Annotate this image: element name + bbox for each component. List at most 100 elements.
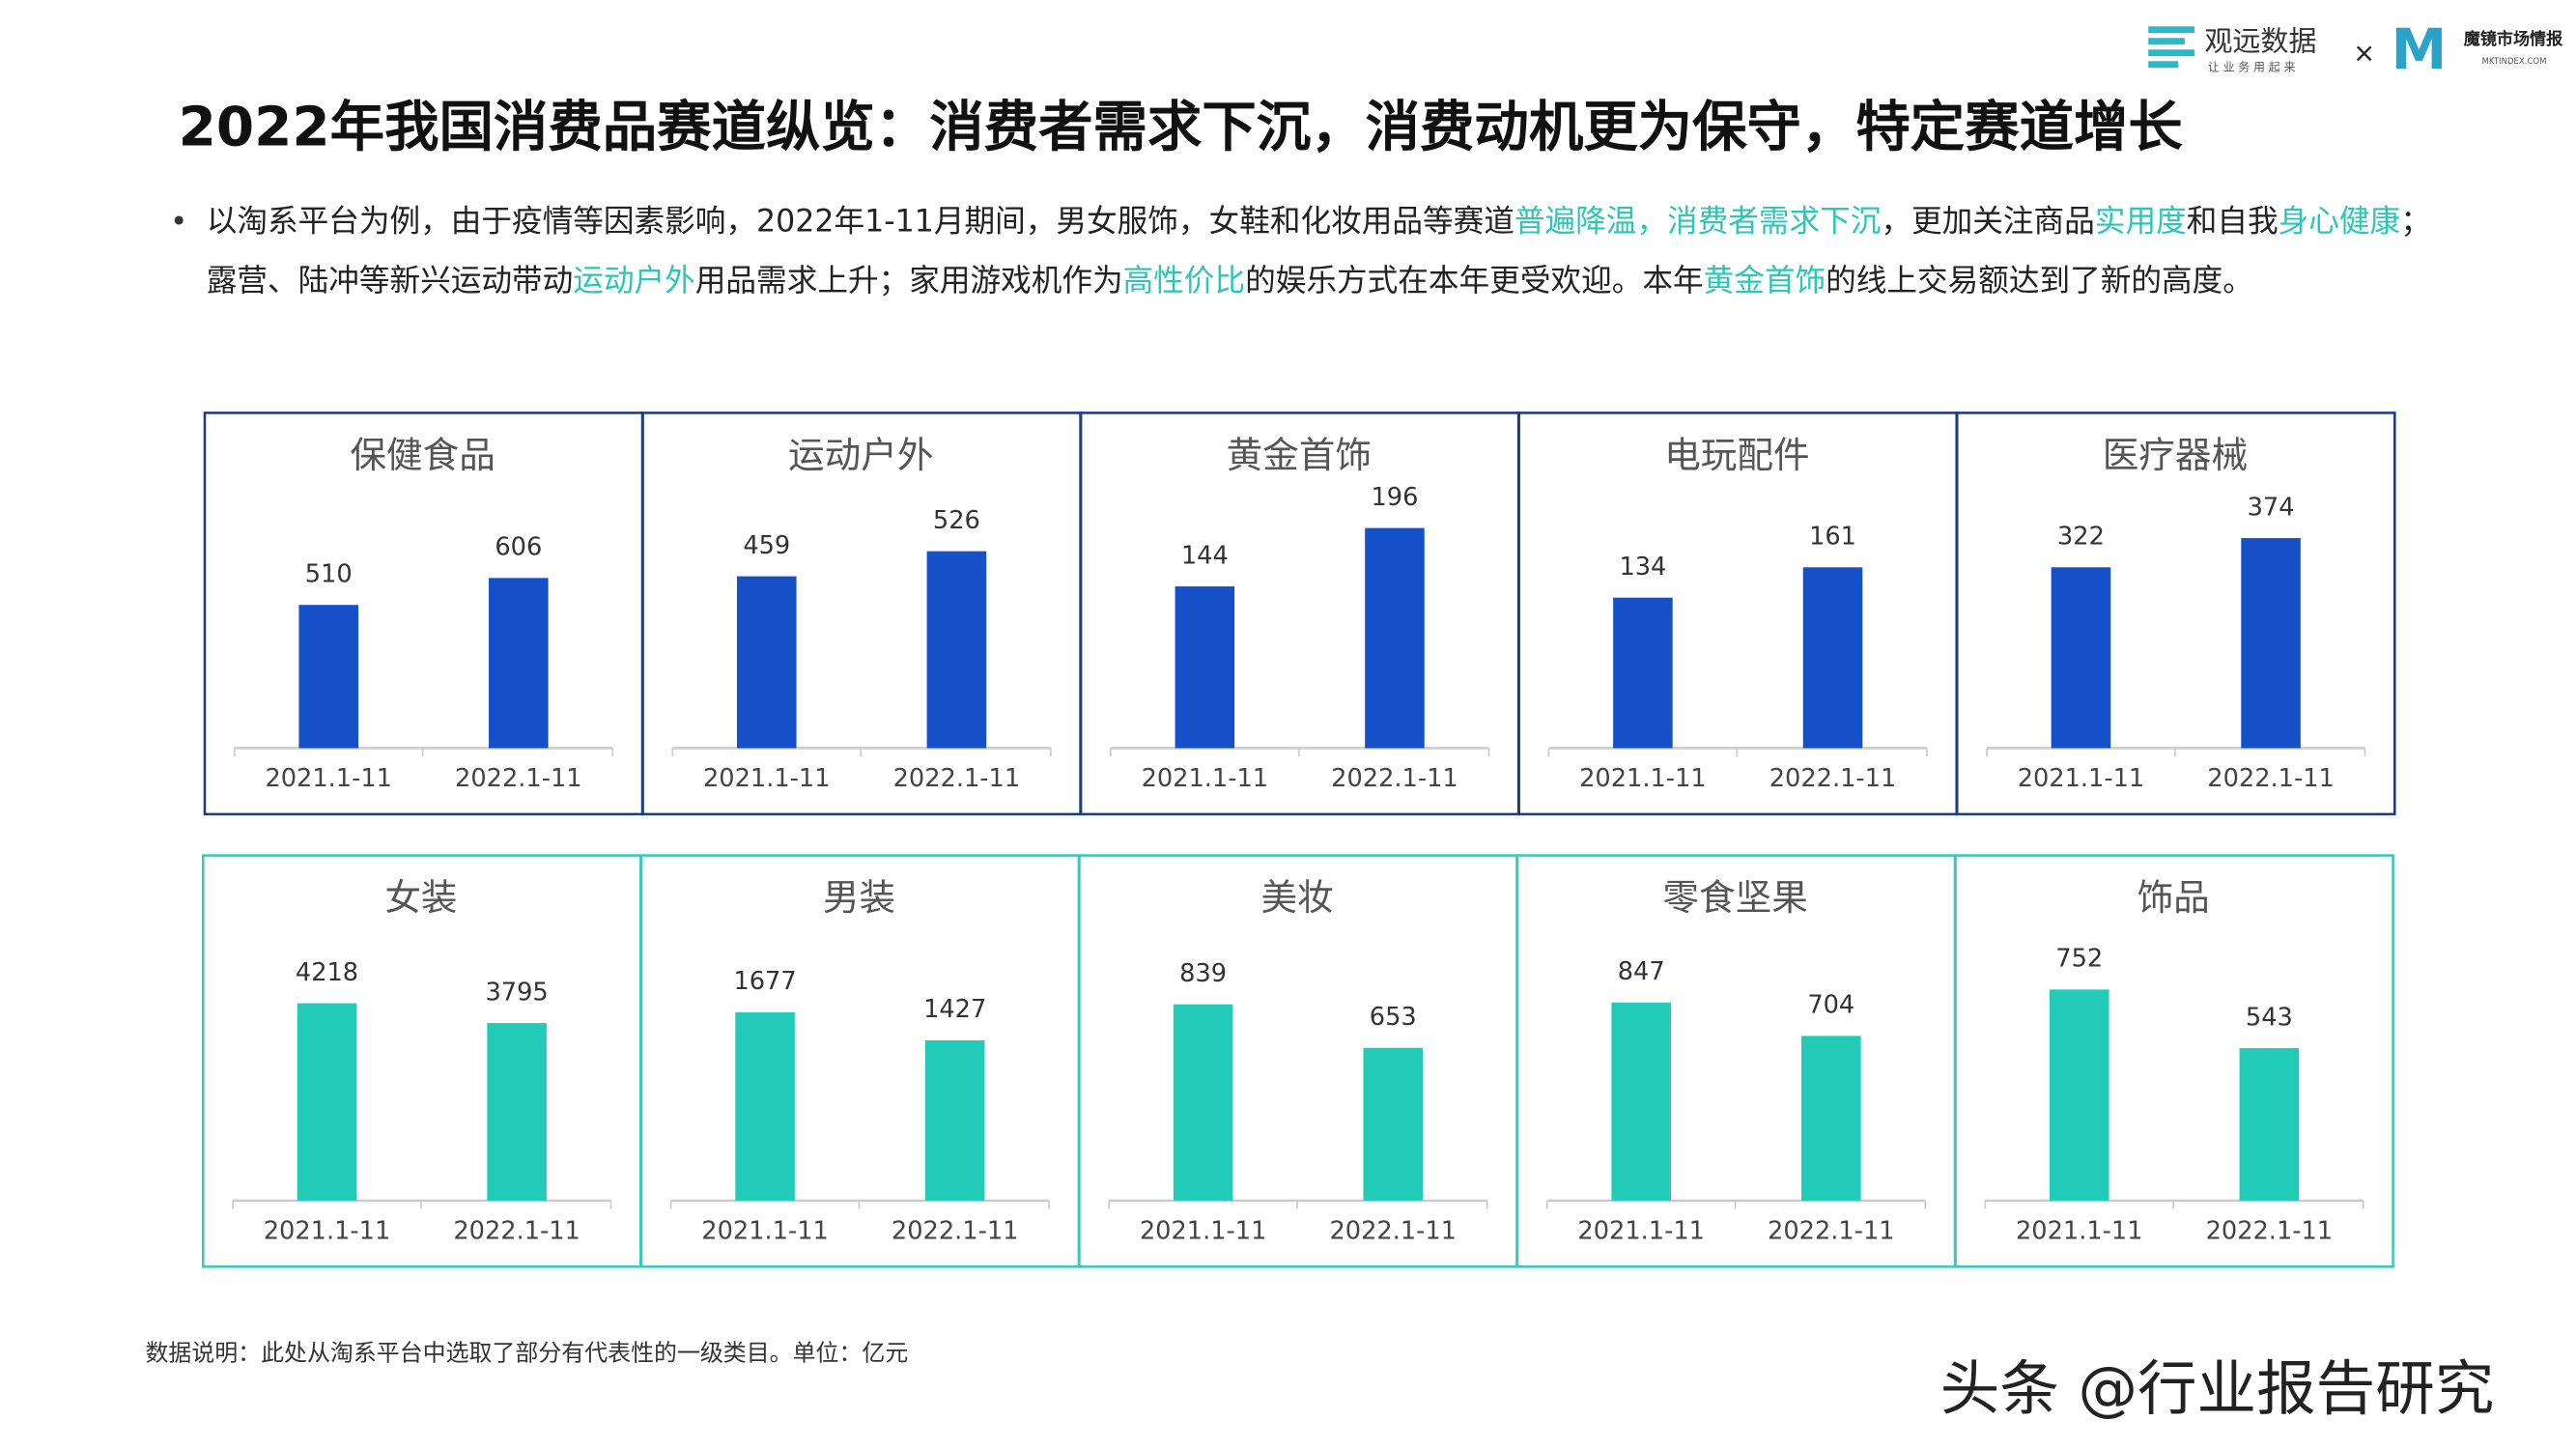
x-tick-label: 2021.1-11 bbox=[703, 764, 831, 793]
bar bbox=[1613, 597, 1673, 749]
x-tick-label: 2021.1-11 bbox=[2018, 764, 2145, 793]
chart-title: 零食坚果 bbox=[1662, 876, 1807, 919]
logo-sub: 让 业 务 用 起 来 bbox=[2208, 60, 2296, 74]
text: 用品需求上升；家用游戏机作为 bbox=[694, 264, 1123, 299]
text: 的线上交易额达到了新的高度。 bbox=[1826, 264, 2253, 299]
chart-title: 黄金首饰 bbox=[1227, 434, 1372, 476]
x-tick-label: 2022.1-11 bbox=[893, 764, 1021, 793]
bar bbox=[489, 578, 549, 749]
value-label: 704 bbox=[1807, 991, 1854, 1020]
bar bbox=[926, 551, 987, 749]
x-tick-label: 2022.1-11 bbox=[1329, 1216, 1457, 1245]
value-label: 752 bbox=[2055, 945, 2103, 974]
value-label: 510 bbox=[305, 559, 353, 588]
highlight-text: 运动户外 bbox=[573, 264, 695, 299]
bar bbox=[2239, 1048, 2300, 1201]
bar bbox=[1802, 567, 1863, 749]
bar bbox=[1365, 527, 1425, 749]
x-tick-label: 2022.1-11 bbox=[2206, 1216, 2334, 1245]
x-tick-label: 2021.1-11 bbox=[265, 764, 392, 793]
x-tick-label: 2021.1-11 bbox=[1140, 1216, 1267, 1245]
bar bbox=[2049, 989, 2109, 1201]
text: ，更加关注商品 bbox=[1881, 204, 2095, 240]
highlight-text: 实用度 bbox=[2094, 204, 2187, 240]
highlight-text: 身心健康 bbox=[2278, 204, 2401, 240]
highlight-text: 高性价比 bbox=[1122, 264, 1246, 299]
bar bbox=[297, 1003, 357, 1201]
chart-title: 电玩配件 bbox=[1664, 434, 1809, 476]
x-tick-label: 2022.1-11 bbox=[1769, 764, 1897, 793]
chart-title: 男装 bbox=[823, 876, 895, 919]
value-label: 653 bbox=[1370, 1003, 1417, 1032]
x-tick-label: 2021.1-11 bbox=[264, 1216, 391, 1245]
value-label: 196 bbox=[1371, 483, 1418, 512]
bar bbox=[487, 1023, 547, 1201]
value-label: 3795 bbox=[486, 978, 549, 1007]
value-label: 526 bbox=[933, 506, 980, 535]
logo-sub: MKTINDEX.COM bbox=[2482, 57, 2547, 67]
bar bbox=[924, 1039, 985, 1201]
value-label: 839 bbox=[1179, 959, 1227, 988]
chart-title: 美妆 bbox=[1260, 876, 1333, 919]
value-label: 161 bbox=[1809, 523, 1856, 552]
value-label: 322 bbox=[2057, 523, 2105, 552]
value-label: 374 bbox=[2248, 493, 2295, 522]
charts: 保健食品 510 2021.1-11 606 2022.1-11 运动户外 459 2021.… bbox=[202, 412, 2396, 1268]
chart-title: 饰品 bbox=[2137, 876, 2210, 919]
bar bbox=[737, 576, 797, 749]
bar bbox=[2241, 538, 2301, 749]
value-label: 134 bbox=[1619, 553, 1666, 582]
panel bbox=[1955, 412, 2396, 816]
highlight-text: 黄金首饰 bbox=[1703, 264, 1826, 299]
text: 以淘系平台为例，由于疫情等因素影响，2022年1-11月期间，男女服饰，女鞋和化… bbox=[206, 204, 1514, 240]
bar bbox=[1175, 586, 1235, 749]
chart-title: 保健食品 bbox=[350, 434, 495, 476]
highlight-text: 普遍降温，消费者需求下沉 bbox=[1514, 204, 1882, 240]
value-label: 144 bbox=[1181, 541, 1229, 570]
bar bbox=[1611, 1002, 1671, 1201]
x-tick-label: 2022.1-11 bbox=[2207, 764, 2335, 793]
bar bbox=[2051, 567, 2111, 749]
value-label: 1427 bbox=[923, 995, 986, 1024]
x-tick-label: 2021.1-11 bbox=[1579, 764, 1707, 793]
x-tick-label: 2022.1-11 bbox=[453, 1216, 580, 1245]
x-tick-label: 2022.1-11 bbox=[455, 764, 582, 793]
watermark: 头条 @行业报告研究 bbox=[1939, 1355, 2495, 1424]
title: 2022年我国消费品赛道纵览：消费者需求下沉，消费动机更为保守，特定赛道增长 bbox=[178, 94, 2183, 159]
bar bbox=[1173, 1004, 1233, 1201]
logo-sep: × bbox=[2353, 39, 2375, 69]
x-tick-label: 2021.1-11 bbox=[1577, 1216, 1705, 1245]
chart-title: 女装 bbox=[384, 876, 457, 919]
value-label: 459 bbox=[743, 531, 790, 560]
text: 和自我 bbox=[2186, 204, 2279, 240]
logos: 观远数据 让 业 务 用 起 来 × M 魔镜市场情报 MKTINDEX.COM bbox=[2148, 16, 2563, 82]
bullet-text: 以淘系平台为例，由于疫情等因素影响，2022年1-11月期间，男女服饰，女鞋和化… bbox=[207, 193, 2446, 312]
logo-text: 观远数据 bbox=[2204, 24, 2316, 57]
footnote: 数据说明：此处从淘系平台中选取了部分有代表性的一级类目。单位：亿元 bbox=[145, 1341, 909, 1368]
bar bbox=[735, 1011, 795, 1201]
logo-text: 魔镜市场情报 bbox=[2464, 29, 2563, 49]
bar bbox=[1801, 1036, 1861, 1201]
value-label: 543 bbox=[2246, 1003, 2293, 1032]
x-tick-label: 2021.1-11 bbox=[2016, 1216, 2143, 1245]
x-tick-label: 2022.1-11 bbox=[1331, 764, 1458, 793]
bar bbox=[298, 605, 358, 749]
value-label: 847 bbox=[1618, 957, 1665, 986]
x-tick-label: 2022.1-11 bbox=[1768, 1216, 1895, 1245]
value-label: 4218 bbox=[296, 958, 358, 987]
chart-title: 医疗器械 bbox=[2103, 434, 2248, 476]
text: ；露营、陆冲等新兴运动带动 bbox=[206, 204, 2431, 299]
value-label: 606 bbox=[495, 533, 542, 562]
bar bbox=[1363, 1047, 1424, 1201]
text: 的娱乐方式在本年更受欢迎。本年 bbox=[1245, 264, 1704, 299]
x-tick-label: 2021.1-11 bbox=[1142, 764, 1269, 793]
panel bbox=[1954, 854, 2394, 1268]
value-label: 1677 bbox=[733, 967, 796, 996]
chart-title: 运动户外 bbox=[788, 434, 933, 476]
logo-mark: M bbox=[2392, 16, 2448, 82]
x-tick-label: 2022.1-11 bbox=[892, 1216, 1019, 1245]
bullet-dot: • bbox=[170, 204, 188, 240]
x-tick-label: 2021.1-11 bbox=[701, 1216, 829, 1245]
